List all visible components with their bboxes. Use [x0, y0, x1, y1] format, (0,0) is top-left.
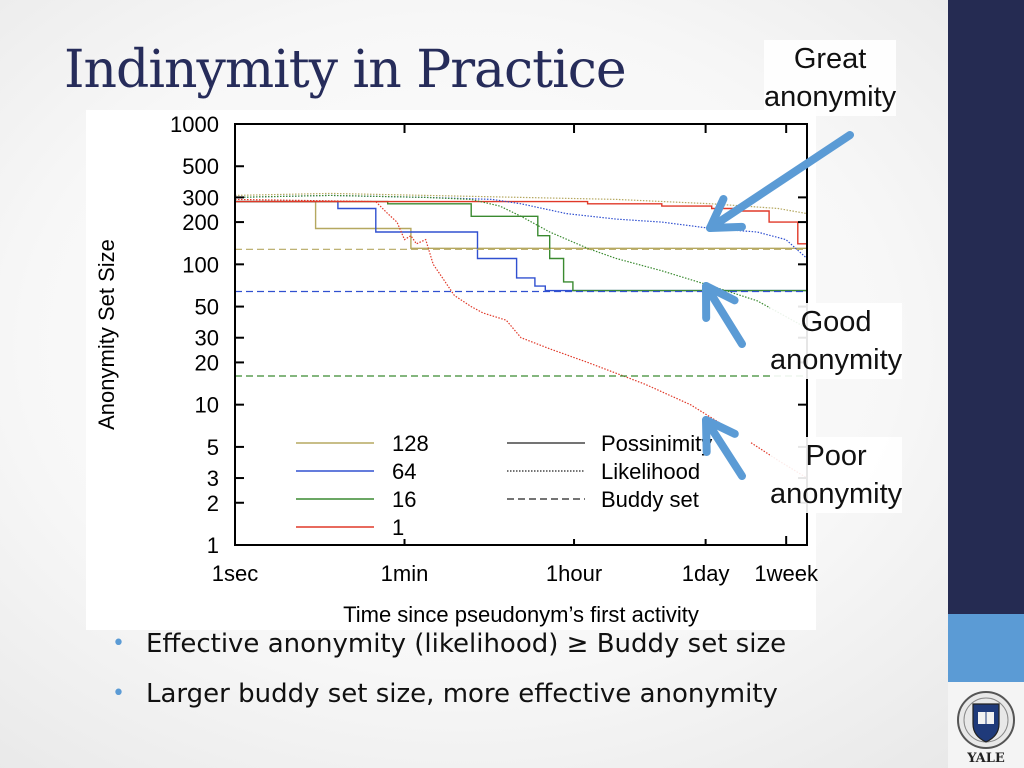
series-line-solid	[235, 200, 807, 292]
y-axis-label: Anonymity Set Size	[94, 239, 119, 430]
x-tick-label: 1hour	[546, 561, 602, 586]
x-tick-label: 1min	[381, 561, 429, 586]
y-tick-label: 200	[182, 210, 219, 235]
sidebar-dark-band	[948, 0, 1024, 614]
x-axis-label: Time since pseudonym’s first activity	[343, 602, 699, 627]
y-tick-label: 500	[182, 154, 219, 179]
series-line-solid	[235, 200, 807, 292]
y-tick-label: 50	[195, 295, 219, 320]
legend-style-label: Possinimity	[601, 431, 712, 456]
x-tick-label: 1sec	[212, 561, 258, 586]
chart-background	[86, 110, 816, 630]
good-anonymity-arrow-head	[702, 282, 739, 322]
y-tick-label: 2	[207, 491, 219, 516]
bullet-text: Larger buddy set size, more effective an…	[146, 679, 778, 709]
x-tick-label: 1day	[682, 561, 730, 586]
legend-color-label: 64	[392, 459, 416, 484]
great-anonymity-arrow-shaft	[706, 131, 854, 232]
poor-anonymity-arrow-head	[702, 416, 739, 456]
bullet-text: Effective anonymity (likelihood) ≥ Buddy…	[146, 629, 787, 659]
callout-great-line2: anonymity	[764, 81, 897, 113]
legend-style-label: Buddy set	[601, 487, 699, 512]
y-tick-label: 300	[182, 185, 219, 210]
y-tick-label: 1	[207, 533, 219, 558]
bullet-item: • Larger buddy set size, more effective …	[112, 674, 786, 724]
slide-title: Indinymity in Practice	[64, 40, 627, 100]
legend-box	[290, 427, 750, 539]
bullet-dot-icon: •	[112, 681, 125, 706]
callout-poor-line1: Poor	[805, 440, 867, 472]
callout-great-line1: Great	[793, 43, 867, 75]
callout-poor-line2: anonymity	[770, 478, 903, 510]
poor-anonymity-arrow-shaft	[702, 416, 746, 480]
series-line-solid	[235, 200, 808, 265]
bullet-list: • Effective anonymity (likelihood) ≥ Bud…	[112, 624, 786, 724]
x-tick-label: 1week	[754, 561, 819, 586]
y-tick-label: 5	[207, 435, 219, 460]
y-tick-label: 10	[195, 393, 219, 418]
bullet-dot-icon: •	[112, 631, 125, 656]
y-tick-label: 3	[207, 466, 219, 491]
bullet-item: • Effective anonymity (likelihood) ≥ Bud…	[112, 624, 786, 674]
great-anonymity-arrow-head	[706, 194, 746, 232]
callout-great-anonymity: Great anonymity	[764, 40, 897, 116]
yale-shield-logo: YALE	[957, 691, 1015, 766]
y-tick-label: 30	[195, 326, 219, 351]
sidebar-accent-band	[948, 614, 1024, 682]
legend-color-label: 1	[392, 515, 404, 540]
y-tick-label: 1000	[170, 112, 219, 137]
callout-good-line2: anonymity	[770, 344, 903, 376]
y-tick-label: 20	[195, 350, 219, 375]
callout-good-anonymity: Good anonymity	[770, 303, 903, 379]
callout-good-line1: Good	[800, 306, 872, 338]
legend-color-label: 16	[392, 487, 416, 512]
good-anonymity-arrow-shaft	[702, 282, 746, 348]
callout-poor-anonymity: Poor anonymity	[770, 437, 903, 513]
series-line-dotted	[234, 192, 808, 215]
logo-wordmark: YALE	[966, 751, 1005, 766]
legend-color-label: 128	[392, 431, 429, 456]
y-tick-label: 100	[182, 252, 219, 277]
legend-style-label: Likelihood	[601, 459, 700, 484]
